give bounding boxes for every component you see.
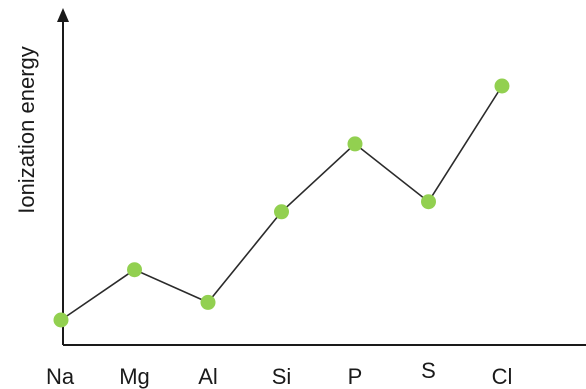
- x-tick-label-s: S: [421, 358, 436, 383]
- data-point-si: [274, 204, 289, 220]
- data-point-s: [421, 194, 436, 210]
- y-axis-arrow: [57, 8, 69, 22]
- x-tick-label-na: Na: [46, 364, 75, 389]
- data-point-al: [200, 294, 216, 310]
- data-point-mg: [127, 262, 142, 278]
- x-tick-labels: Na Mg Al Si P S Cl: [46, 358, 512, 389]
- data-point-cl: [494, 78, 510, 94]
- x-tick-label-si: Si: [272, 364, 292, 389]
- x-tick-label-cl: Cl: [492, 364, 513, 389]
- x-tick-label-al: Al: [198, 364, 218, 389]
- series-layer: [53, 78, 510, 328]
- x-tick-label-p: P: [348, 364, 363, 389]
- data-point-p: [347, 136, 363, 152]
- data-point-na: [53, 312, 69, 328]
- y-axis-title: Ionization energy: [14, 46, 39, 214]
- x-tick-label-mg: Mg: [119, 364, 150, 389]
